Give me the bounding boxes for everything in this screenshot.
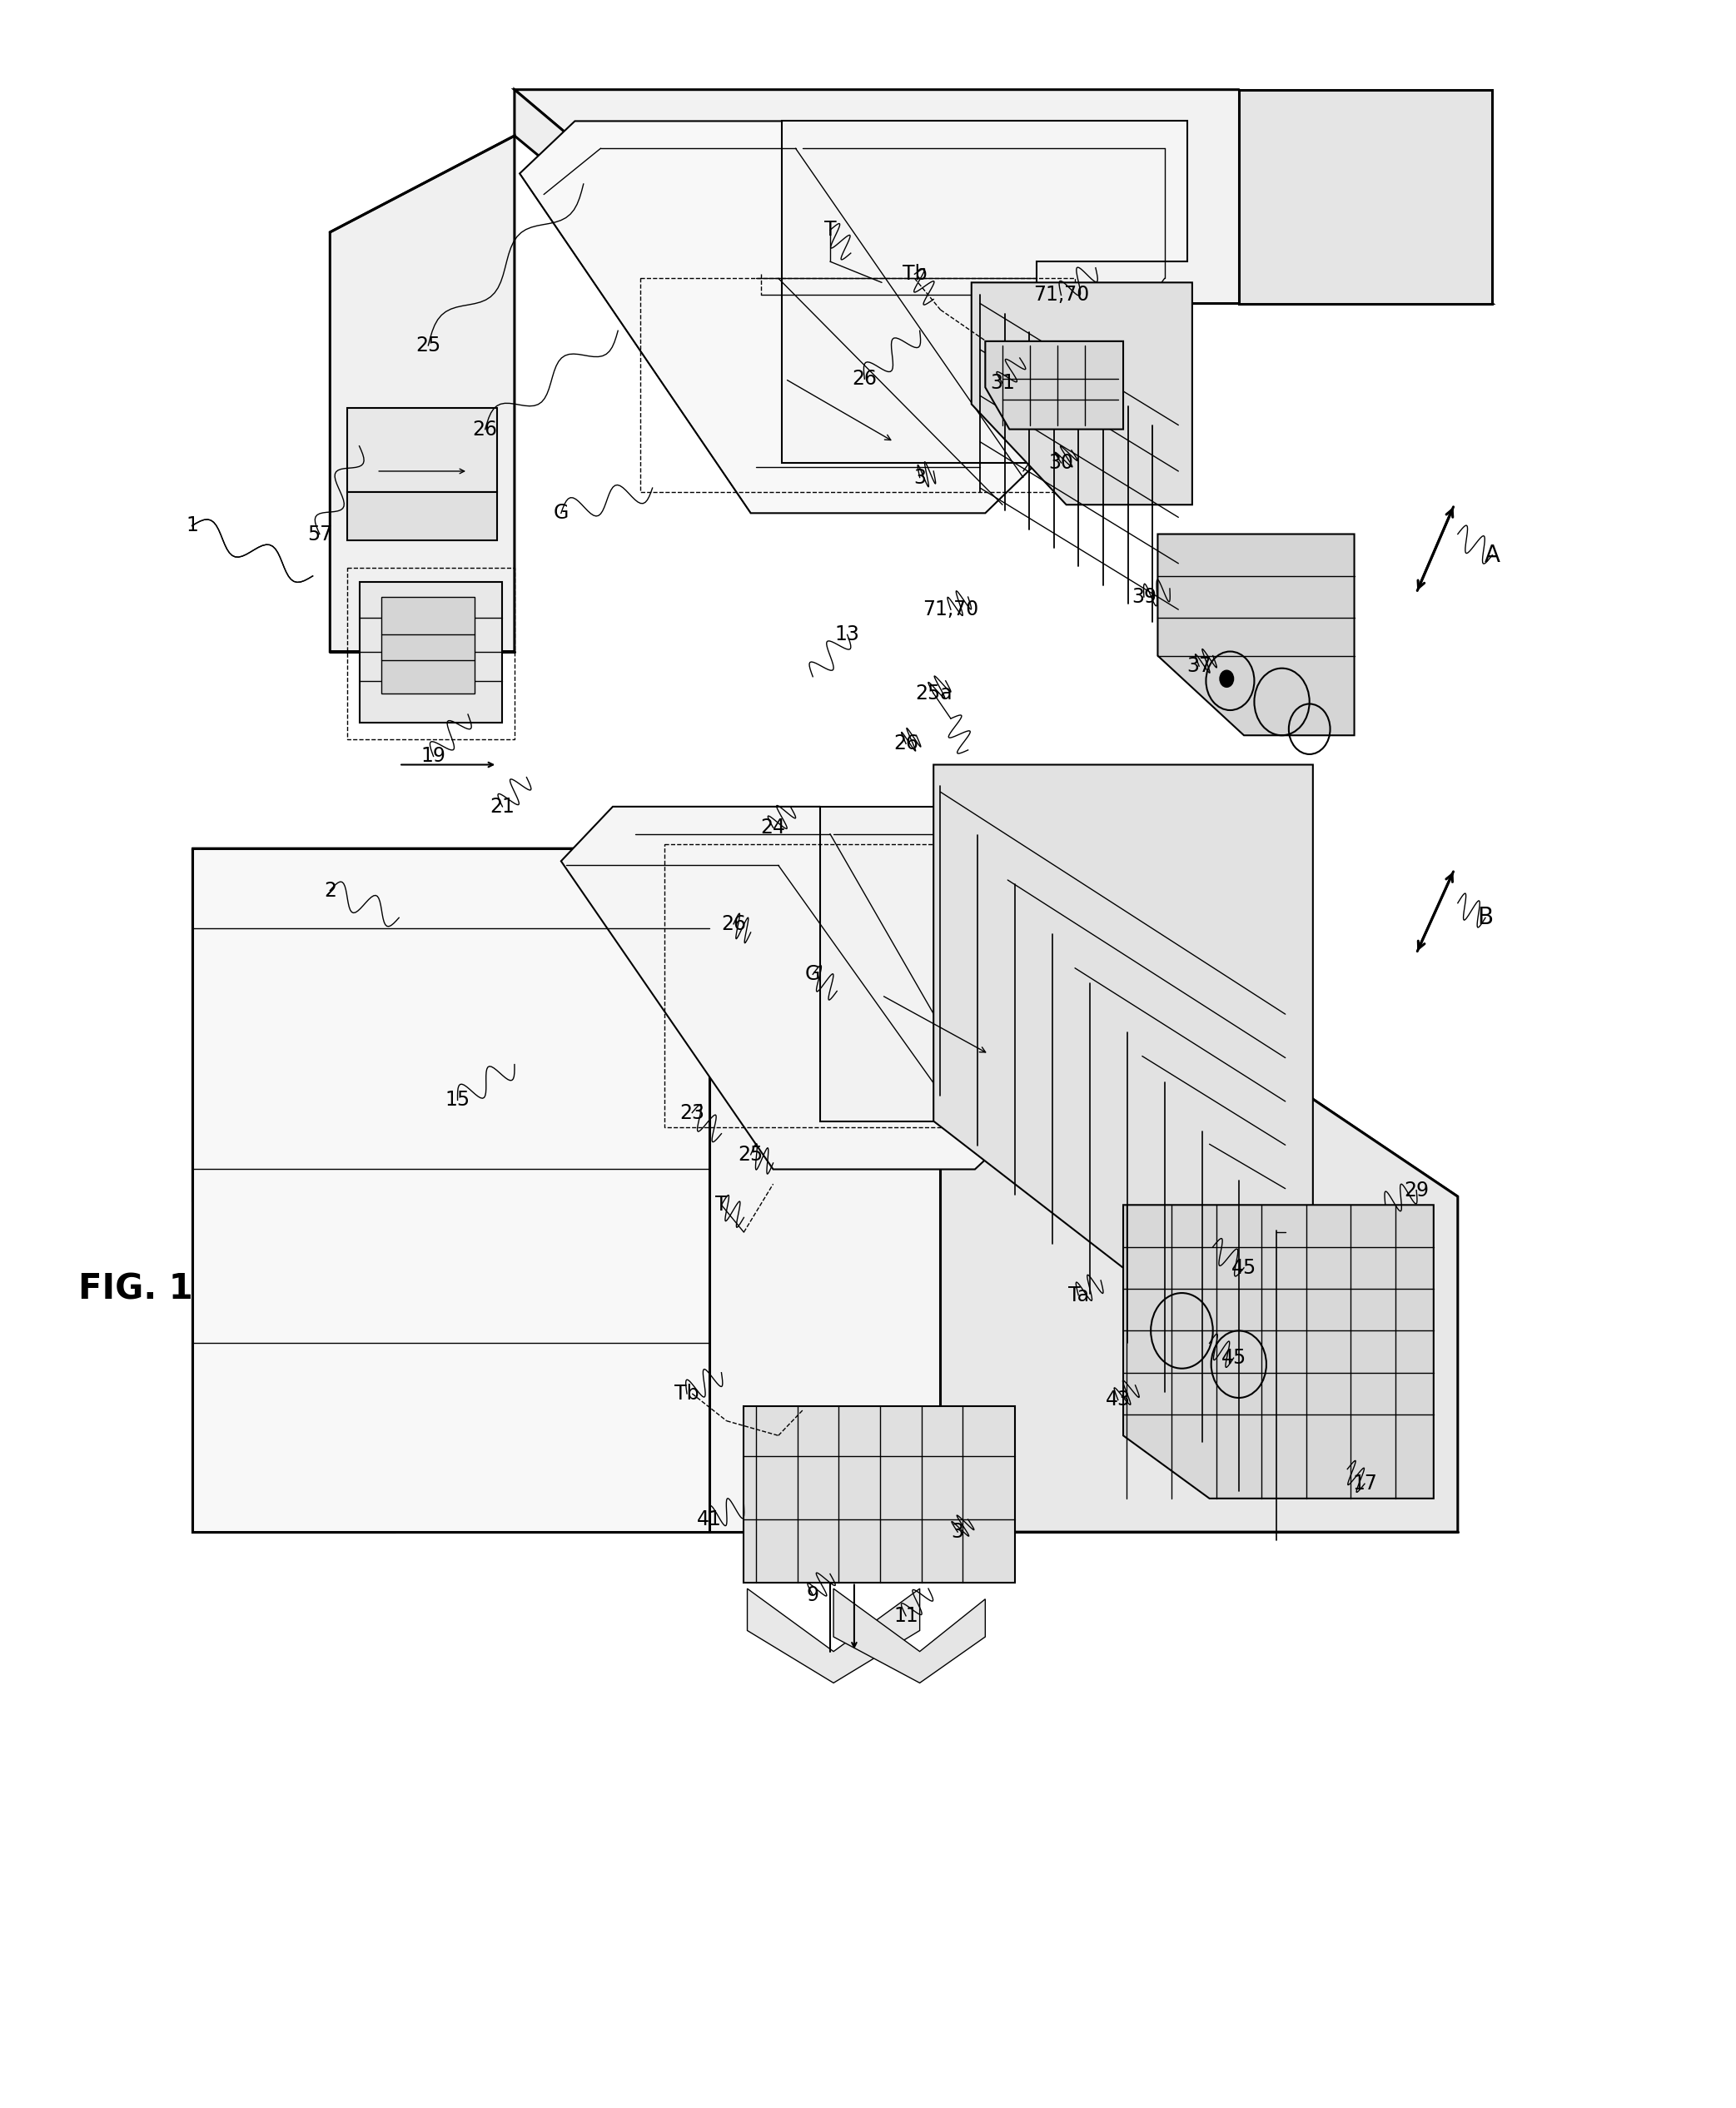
Text: 26: 26: [720, 915, 746, 934]
Text: 43: 43: [1106, 1389, 1130, 1410]
Text: 19: 19: [422, 746, 446, 767]
Text: 1: 1: [186, 516, 198, 535]
Polygon shape: [193, 850, 941, 1533]
Text: 24: 24: [760, 818, 786, 837]
Text: G: G: [554, 504, 569, 523]
Text: T: T: [825, 219, 837, 240]
Text: 26: 26: [472, 419, 498, 438]
Text: 25: 25: [738, 1145, 764, 1164]
Polygon shape: [514, 91, 1493, 304]
Text: T: T: [715, 1195, 727, 1214]
Polygon shape: [347, 409, 496, 491]
Text: 17: 17: [1352, 1473, 1377, 1495]
Polygon shape: [347, 491, 496, 540]
Text: 9: 9: [807, 1585, 819, 1604]
Text: Tb: Tb: [675, 1383, 700, 1404]
Polygon shape: [514, 91, 767, 346]
Polygon shape: [1158, 533, 1354, 736]
Text: 3: 3: [951, 1522, 963, 1541]
Polygon shape: [382, 597, 476, 694]
Text: 13: 13: [835, 624, 859, 645]
Text: Ta: Ta: [1068, 1286, 1088, 1305]
Text: 2: 2: [323, 881, 337, 900]
Text: A: A: [1484, 544, 1500, 567]
Polygon shape: [1123, 1206, 1434, 1499]
Text: 25a: 25a: [915, 683, 951, 704]
Polygon shape: [519, 120, 1036, 512]
Polygon shape: [193, 850, 394, 1533]
Polygon shape: [972, 282, 1193, 504]
Polygon shape: [330, 135, 514, 651]
Polygon shape: [746, 1589, 920, 1682]
Polygon shape: [986, 341, 1123, 430]
Text: 71,70: 71,70: [1033, 285, 1088, 306]
Polygon shape: [193, 850, 710, 1533]
Polygon shape: [1240, 91, 1493, 304]
Text: 26: 26: [852, 369, 877, 390]
Text: 11: 11: [894, 1606, 918, 1625]
Text: 23: 23: [679, 1102, 705, 1124]
Text: 45: 45: [1231, 1258, 1257, 1277]
Polygon shape: [934, 765, 1312, 1267]
Text: 29: 29: [1404, 1180, 1429, 1199]
Text: 71,70: 71,70: [924, 599, 979, 620]
Polygon shape: [833, 1589, 986, 1682]
Text: B: B: [1477, 906, 1493, 930]
Text: 30: 30: [1049, 453, 1073, 472]
Text: 21: 21: [490, 797, 516, 816]
Polygon shape: [743, 1406, 1014, 1583]
Text: 25: 25: [415, 335, 441, 356]
Polygon shape: [781, 120, 1187, 464]
Polygon shape: [193, 850, 1458, 1197]
Polygon shape: [941, 850, 1458, 1533]
Text: 26: 26: [894, 734, 918, 755]
Text: 45: 45: [1220, 1347, 1246, 1368]
Text: 41: 41: [696, 1509, 722, 1530]
Text: 31: 31: [990, 373, 1016, 392]
Text: FIG. 1: FIG. 1: [78, 1271, 193, 1307]
Text: 39: 39: [1132, 586, 1156, 607]
Polygon shape: [561, 807, 1026, 1170]
Text: 37: 37: [1187, 656, 1212, 677]
Polygon shape: [819, 807, 1200, 1121]
Text: 57: 57: [307, 525, 332, 544]
Text: 15: 15: [444, 1090, 470, 1111]
Polygon shape: [359, 582, 502, 723]
Text: 3: 3: [913, 468, 925, 487]
Text: Tb: Tb: [903, 264, 927, 285]
Text: G: G: [806, 963, 821, 984]
Circle shape: [1220, 670, 1234, 687]
